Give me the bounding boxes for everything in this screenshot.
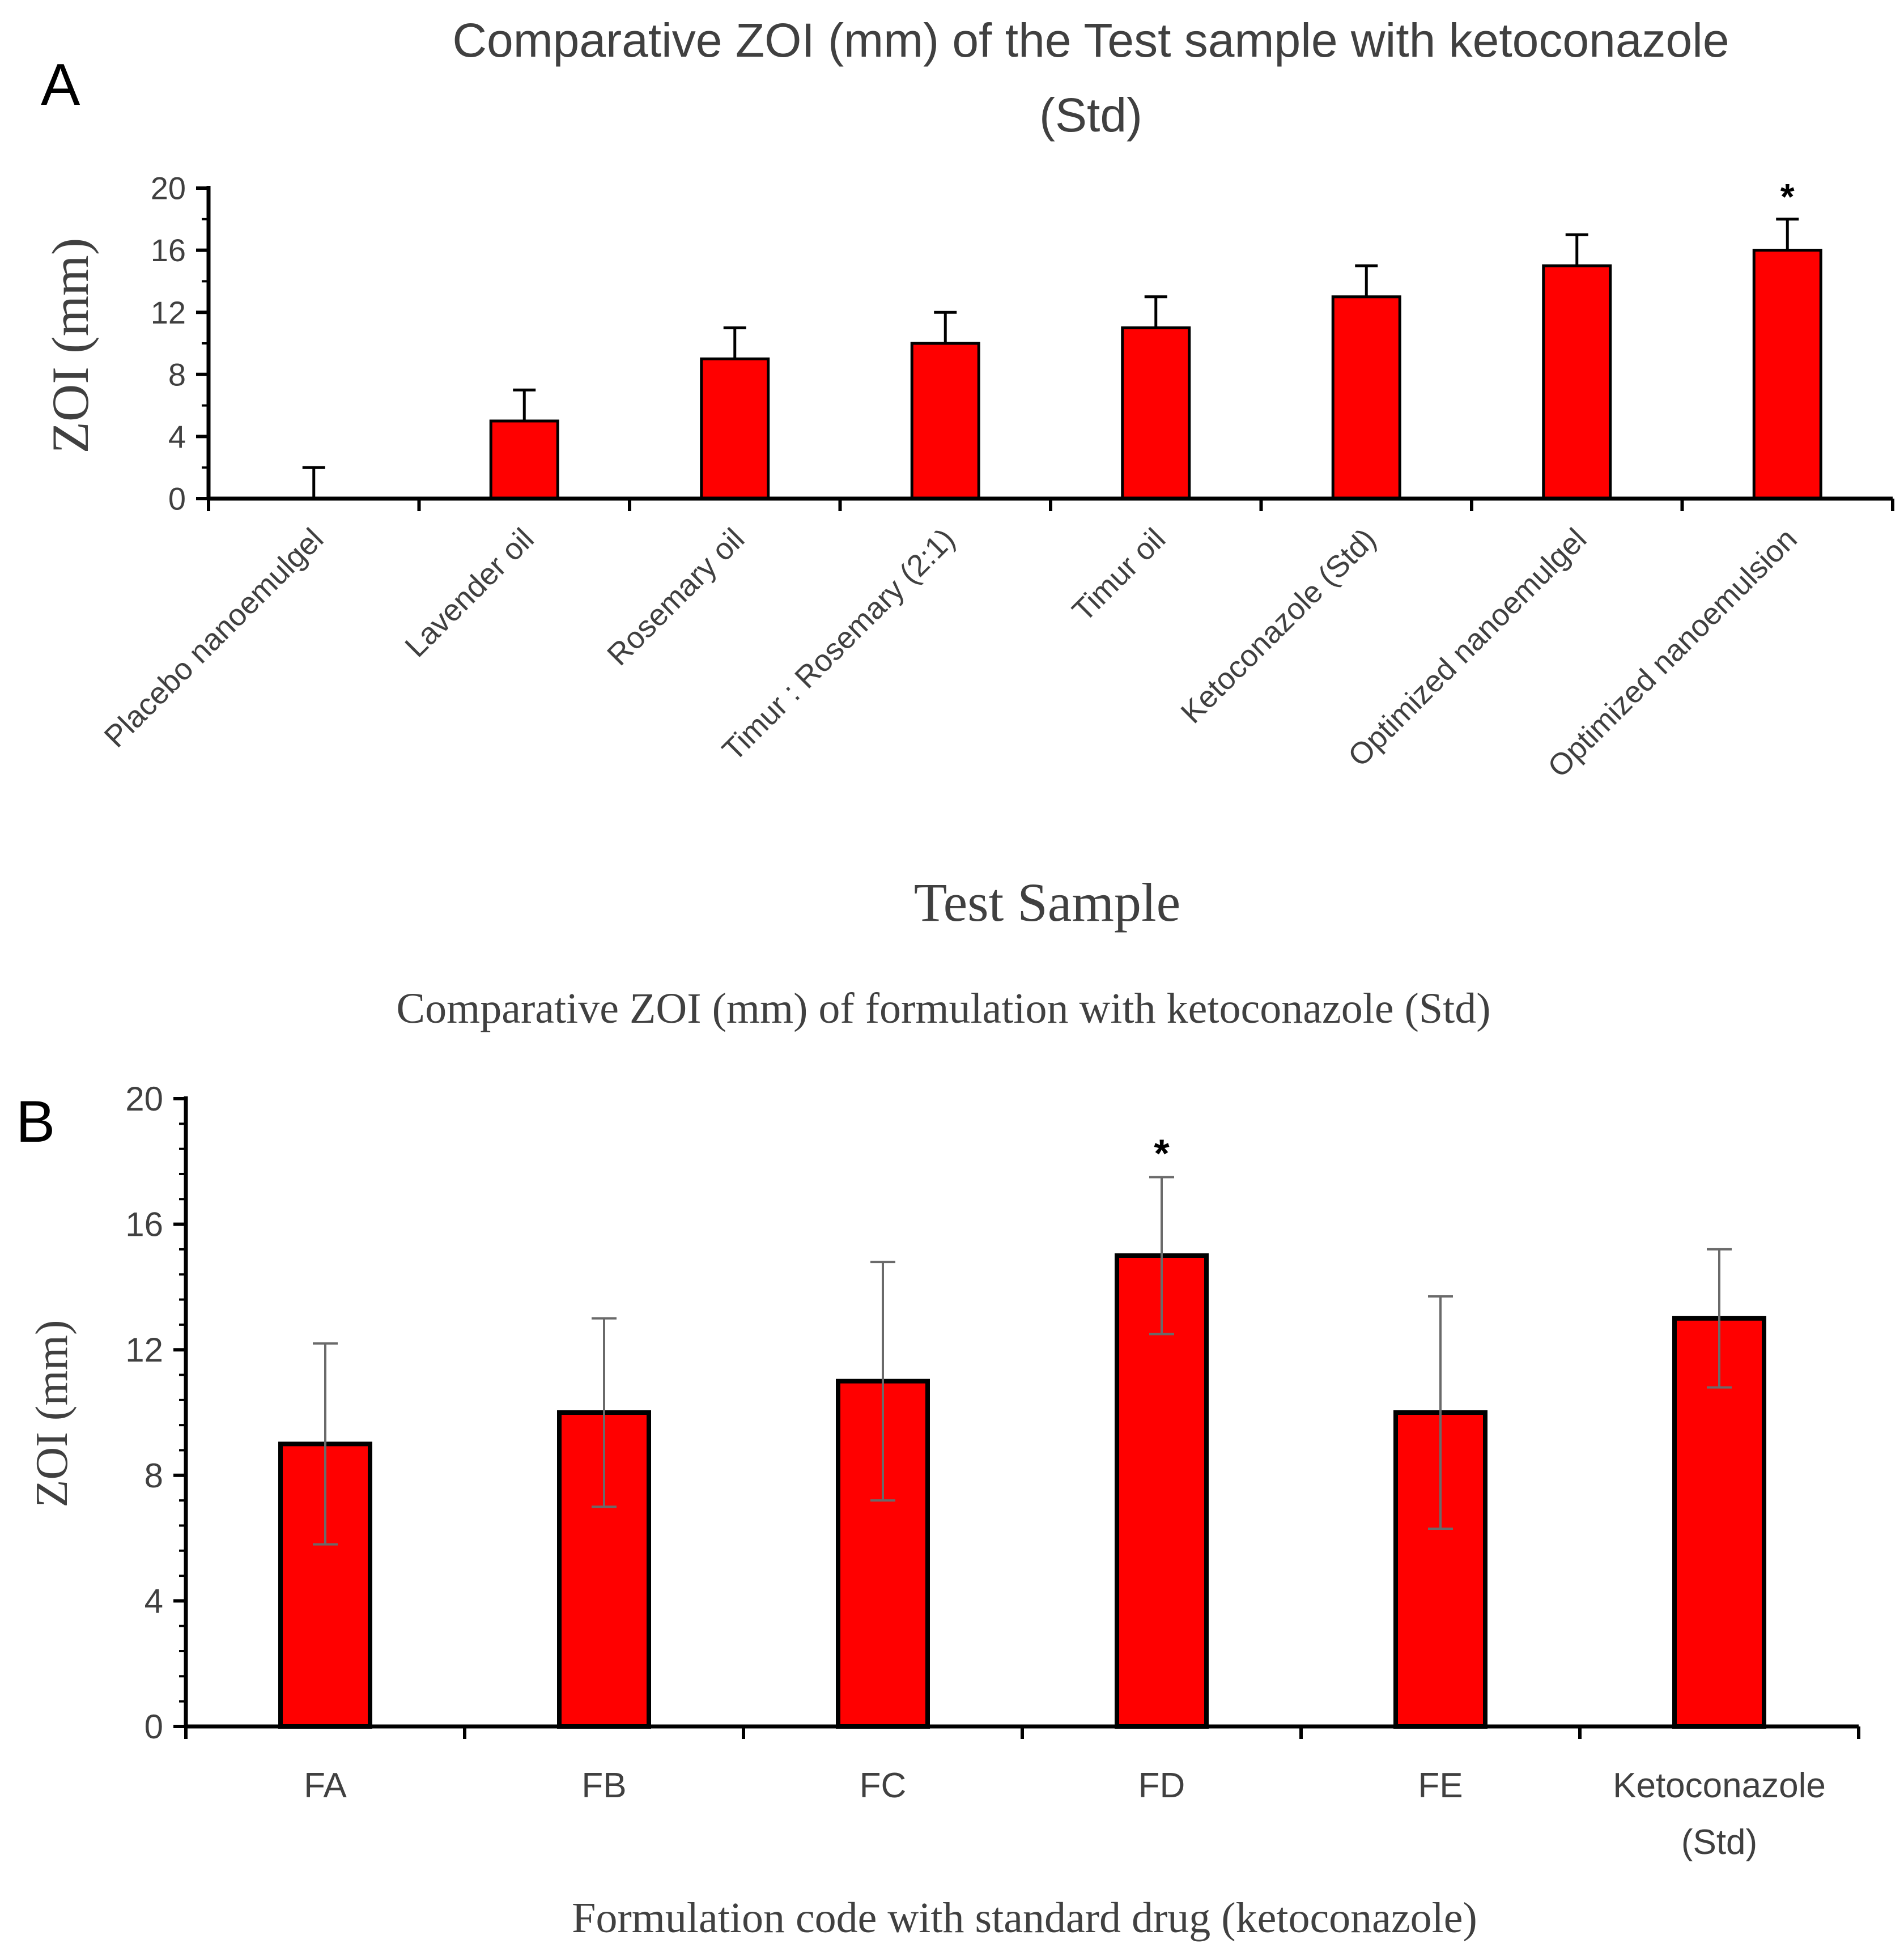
panel-b-y-axis-label: ZOI (mm) (27, 1320, 77, 1507)
panel-b-title: Comparative ZOI (mm) of formulation with… (396, 985, 1490, 1032)
y-tick-label: 12 (125, 1331, 163, 1369)
panel-b-x-axis-label: Formulation code with standard drug (ket… (572, 1894, 1477, 1942)
panel-b: B Comparative ZOI (mm) of formulation wi… (16, 985, 1860, 1942)
bar-timur-oil (1121, 326, 1191, 500)
y-tick-label: 16 (125, 1206, 163, 1244)
y-tick-label: 16 (151, 232, 186, 268)
panel-a-x-axis-label: Test Sample (914, 872, 1181, 933)
significance-marker: * (1154, 1132, 1170, 1176)
bar-ketoconazole-std (1331, 295, 1401, 500)
x-category-label: FE (1418, 1766, 1463, 1805)
x-category-label: FA (304, 1766, 347, 1805)
bar-timur-rosemary-2-1 (910, 342, 980, 500)
y-tick-label: 0 (168, 481, 186, 517)
x-category-label-line2: (Std) (1681, 1823, 1757, 1862)
x-category-label: Ketoconazole (1613, 1766, 1826, 1805)
y-tick-label: 4 (168, 419, 186, 454)
y-tick-label: 4 (144, 1582, 163, 1620)
x-category-label: FC (860, 1766, 907, 1805)
y-tick-label: 20 (125, 1080, 163, 1118)
y-tick-label: 12 (151, 295, 186, 330)
panel-a-y-axis-label: ZOI (mm) (41, 238, 99, 454)
bar-rosemary-oil (700, 357, 770, 500)
x-category-label: FD (1138, 1766, 1185, 1805)
y-tick-label: 0 (144, 1708, 163, 1746)
x-category-label: FB (581, 1766, 626, 1805)
y-tick-label: 20 (151, 171, 186, 206)
panel-b-label: B (16, 1089, 55, 1155)
bar-optimized-nanoemulgel (1542, 264, 1612, 500)
bar-lavender-oil (489, 419, 559, 500)
y-tick-label: 8 (144, 1457, 163, 1495)
y-tick-label: 8 (168, 356, 186, 392)
bar-optimized-nanoemulsion (1752, 249, 1822, 500)
panel-a-label: A (41, 52, 80, 118)
panel-a-title: Comparative ZOI (mm) of the Test sample … (452, 14, 1729, 67)
panel-a-title-line2: (Std) (1039, 88, 1142, 142)
significance-marker: * (1780, 176, 1795, 217)
